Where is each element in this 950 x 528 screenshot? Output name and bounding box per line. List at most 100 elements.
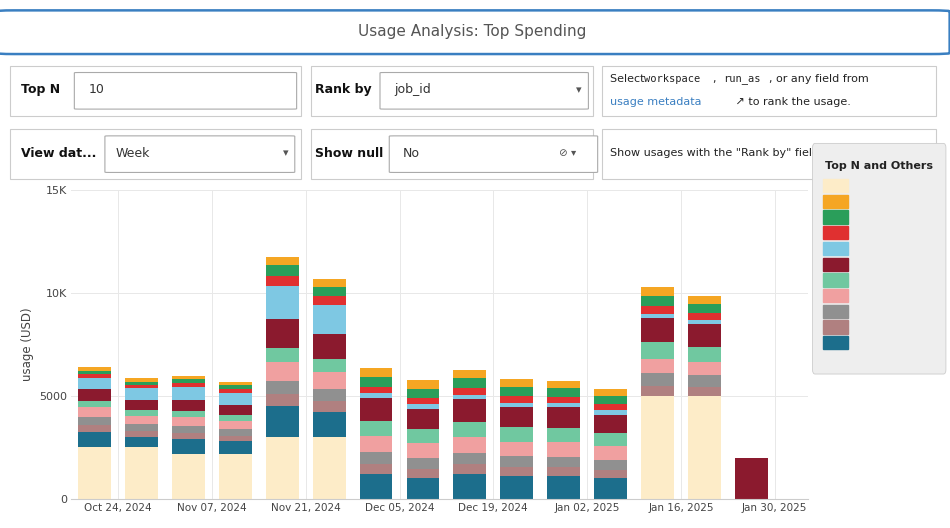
Bar [823,226,848,239]
Text: null: null [847,148,873,158]
Bar [641,314,674,318]
Bar [407,478,439,499]
Bar [360,387,392,393]
Bar [407,409,439,429]
Bar [501,456,533,467]
Bar [501,379,533,388]
Bar [641,306,674,314]
Text: ,: , [713,74,720,84]
Bar [125,437,158,448]
Bar [78,417,111,425]
Bar [266,286,298,319]
Bar [360,436,392,452]
Text: Show null: Show null [315,147,384,160]
Bar [78,407,111,417]
Bar [501,402,533,407]
Bar [547,442,580,457]
Bar [78,425,111,432]
Bar [125,385,158,389]
Bar [501,476,533,499]
Bar [125,410,158,416]
Bar [823,179,848,192]
Bar [823,258,848,271]
Bar [78,448,111,499]
Bar [266,265,298,276]
Bar [688,386,721,396]
Bar [218,421,252,429]
Bar [453,395,486,399]
Bar [172,383,205,387]
Bar [407,403,439,409]
Bar [407,458,439,469]
Bar [125,416,158,424]
FancyBboxPatch shape [602,129,936,180]
Bar [172,375,205,379]
Bar [501,388,533,396]
Bar [172,400,205,411]
Bar [594,470,627,478]
Bar [594,460,627,470]
Bar [823,336,848,350]
Bar [313,305,346,334]
Bar [78,367,111,371]
Bar [266,347,298,362]
Bar [823,242,848,255]
Bar [547,476,580,499]
Bar [172,417,205,426]
Bar [453,370,486,379]
Text: Week: Week [116,147,150,160]
Bar [360,421,392,436]
Bar [547,397,580,403]
Bar [218,389,252,393]
Text: 10: 10 [88,83,104,97]
Bar [125,382,158,385]
Text: ▾: ▾ [577,85,582,95]
Bar [172,387,205,400]
Bar [594,389,627,397]
Bar [641,385,674,396]
Bar [313,401,346,412]
FancyBboxPatch shape [390,136,598,173]
Bar [547,428,580,442]
Bar [641,359,674,373]
Bar [688,304,721,313]
Text: usage metadata: usage metadata [610,97,701,107]
FancyBboxPatch shape [10,66,301,116]
Bar [594,447,627,460]
Bar [78,374,111,378]
Bar [641,373,674,385]
FancyBboxPatch shape [311,129,593,180]
Bar [453,422,486,437]
Bar [313,437,346,499]
Bar [501,407,533,427]
Bar [641,287,674,296]
Bar [266,257,298,265]
Bar [218,429,252,436]
Bar [125,431,158,437]
FancyBboxPatch shape [74,72,296,109]
Bar [594,410,627,414]
Bar [547,403,580,407]
Bar [125,448,158,499]
Text: Rank by: Rank by [315,83,371,97]
Bar [407,389,439,398]
Bar [407,469,439,478]
Bar [547,389,580,397]
Bar [125,400,158,410]
FancyBboxPatch shape [311,66,593,116]
FancyBboxPatch shape [602,66,936,116]
Bar [218,393,252,405]
Bar [594,414,627,433]
Bar [547,407,580,428]
Bar [688,375,721,386]
Bar [218,385,252,389]
Bar [501,396,533,402]
Bar [78,371,111,374]
Bar [78,390,111,401]
Bar [453,474,486,499]
Text: workspace: workspace [644,74,700,84]
Bar [453,437,486,452]
Bar [266,437,298,499]
Bar [594,433,627,447]
Bar [688,346,721,362]
